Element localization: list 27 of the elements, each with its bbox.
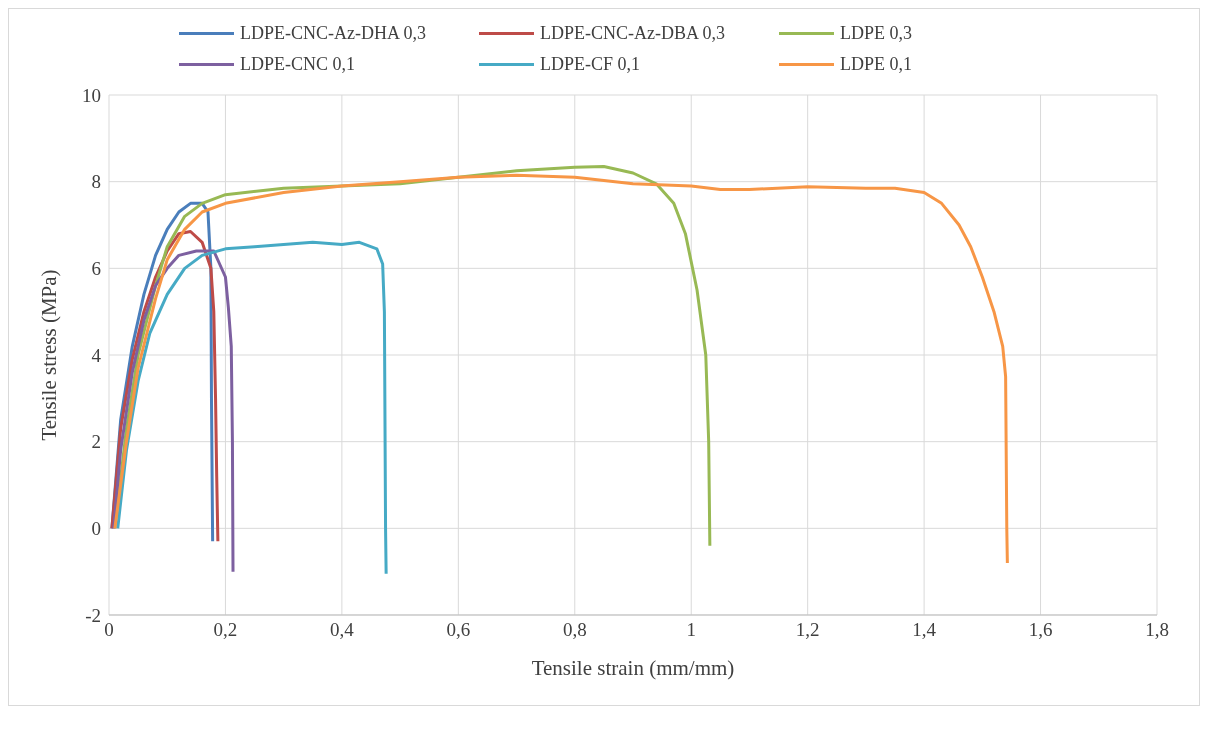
x-tick-label: 0,2: [213, 619, 238, 641]
y-tick-label: 6: [91, 258, 101, 280]
legend-label: LDPE-CNC-Az-DBA 0,3: [540, 23, 725, 44]
x-tick-label: 0,4: [330, 619, 355, 641]
y-tick-label: 2: [91, 431, 101, 453]
y-tick-label: -2: [85, 604, 101, 626]
y-tick-label: 8: [91, 171, 101, 193]
legend-label: LDPE 0,1: [840, 54, 912, 75]
y-tick-label: 10: [82, 84, 101, 106]
legend-label: LDPE-CF 0,1: [540, 54, 641, 75]
line-series: [113, 173, 1009, 565]
x-axis-title: Tensile strain (mm/mm): [531, 656, 735, 680]
y-tick-label: 0: [91, 518, 101, 540]
y-tick-label: 4: [91, 344, 102, 366]
x-tick-label: 1,4: [912, 619, 937, 641]
legend-label: LDPE-CNC-Az-DHA 0,3: [240, 23, 426, 44]
x-tick-label: 0,6: [446, 619, 471, 641]
x-tick-label: 1: [686, 619, 696, 641]
x-tick-label: 1,6: [1028, 619, 1053, 641]
line-series: [116, 240, 388, 576]
x-tick-label: 0,8: [562, 619, 587, 641]
legend-label: LDPE 0,3: [840, 23, 912, 44]
y-axis-title: Tensile stress (MPa): [37, 269, 62, 441]
legend-label: LDPE-CNC 0,1: [240, 54, 356, 75]
x-tick-label: 1,8: [1145, 619, 1169, 641]
line-series: [112, 249, 235, 574]
x-tick-label: 1,2: [795, 619, 820, 641]
